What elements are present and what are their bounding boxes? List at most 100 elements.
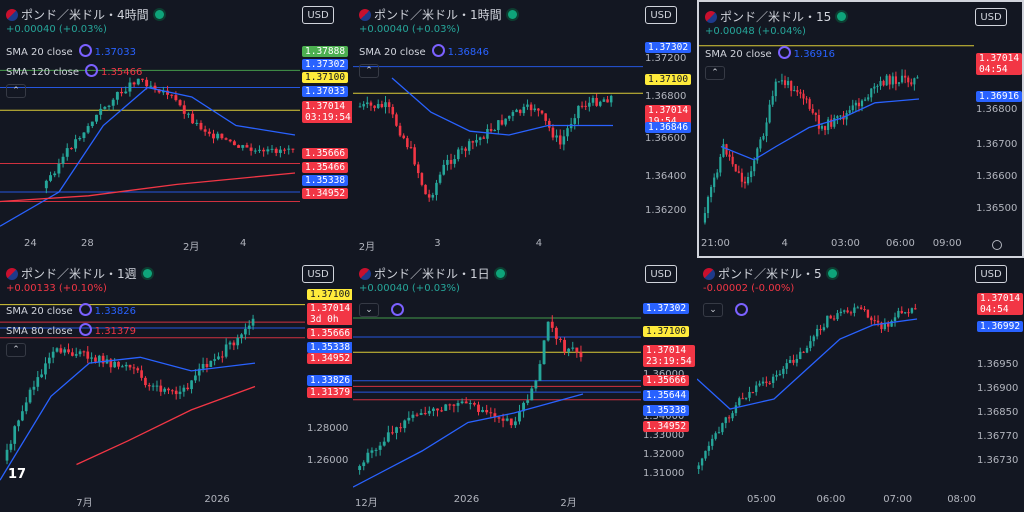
- candle: [893, 317, 897, 321]
- candle: [440, 410, 444, 412]
- candle: [790, 80, 793, 91]
- price-change: +0.00048 (+0.04%): [705, 26, 806, 37]
- currency-button[interactable]: USD: [302, 6, 334, 24]
- price-tag[interactable]: 1.35466: [302, 161, 349, 173]
- chart-canvas[interactable]: [353, 0, 695, 256]
- indicator-settings-icon[interactable]: [85, 64, 99, 77]
- chart-canvas[interactable]: [0, 259, 352, 512]
- candle: [530, 388, 534, 401]
- symbol-title[interactable]: ポンド／米ドル・1時間: [359, 6, 517, 23]
- price-tag[interactable]: 1.37302: [643, 302, 690, 314]
- price-tag[interactable]: 1.37014 23:19:54: [643, 344, 695, 367]
- price-tag[interactable]: 1.37014 04:54: [976, 53, 1022, 76]
- indicator-settings-icon[interactable]: [78, 323, 92, 336]
- indicator-settings-icon[interactable]: [78, 44, 92, 57]
- expand-legend-button[interactable]: ⌄: [359, 303, 379, 317]
- currency-button[interactable]: USD: [302, 265, 334, 283]
- chart-pane-1h[interactable]: ポンド／米ドル・1時間 +0.00040 (+0.03%) SMA 20 clo…: [353, 0, 695, 256]
- price-tag[interactable]: 1.34952: [302, 188, 349, 200]
- candle: [270, 148, 274, 150]
- collapse-legend-button[interactable]: ⌃: [705, 66, 725, 80]
- collapse-legend-button[interactable]: ⌃: [6, 84, 26, 98]
- price-tag[interactable]: 1.36846: [645, 121, 692, 133]
- price-tag[interactable]: 1.37888: [302, 45, 349, 57]
- candle: [799, 351, 802, 359]
- candle: [448, 404, 452, 406]
- candle: [910, 82, 913, 85]
- tradingview-logo[interactable]: 17: [8, 467, 27, 482]
- price-change: +0.00133 (+0.10%): [6, 283, 107, 294]
- price-tag[interactable]: 1.31379: [307, 386, 352, 398]
- price-tag[interactable]: 1.35644: [643, 390, 690, 402]
- price-tag[interactable]: 1.37302: [302, 59, 349, 70]
- market-open-icon: [154, 10, 164, 19]
- indicator-settings-icon[interactable]: [729, 303, 751, 317]
- price-tag[interactable]: 1.35666: [643, 375, 690, 386]
- price-tag[interactable]: 1.35666: [307, 328, 352, 339]
- price-tag[interactable]: 1.37100: [645, 74, 692, 86]
- price-tag[interactable]: 1.37014 03:19:54: [302, 100, 352, 123]
- indicator-settings-icon[interactable]: [385, 303, 407, 317]
- price-tag[interactable]: 1.34952: [307, 353, 352, 365]
- candle: [472, 403, 476, 405]
- symbol-title[interactable]: ポンド／米ドル・1日: [359, 265, 505, 282]
- symbol-title[interactable]: ポンド／米ドル・4時間: [6, 6, 164, 23]
- price-tag[interactable]: 1.37014 19:54: [645, 104, 692, 127]
- price-tag[interactable]: 1.36992: [977, 321, 1024, 332]
- sma-line: [353, 393, 584, 488]
- symbol-title[interactable]: ポンド／米ドル・15: [705, 8, 847, 25]
- chart-canvas[interactable]: [699, 2, 1024, 258]
- chart-canvas[interactable]: [697, 259, 1024, 512]
- candle: [74, 354, 78, 356]
- chart-pane-4h[interactable]: ポンド／米ドル・4時間 +0.00040 (+0.03%) SMA 20 clo…: [0, 0, 352, 256]
- chart-pane-1d[interactable]: ポンド／米ドル・1日 +0.00040 (+0.03%) ⌄ USD 1.360…: [353, 259, 695, 512]
- chart-canvas[interactable]: [353, 259, 695, 512]
- currency-button[interactable]: USD: [975, 8, 1007, 26]
- price-tag[interactable]: 1.35666: [302, 148, 349, 160]
- candle: [53, 173, 57, 176]
- indicator-settings-icon[interactable]: [78, 303, 92, 316]
- chart-pane-1w[interactable]: ポンド／米ドル・1週 +0.00133 (+0.10%) SMA 20 clos…: [0, 259, 352, 512]
- collapse-legend-button[interactable]: ⌃: [359, 64, 379, 78]
- indicator-sma120[interactable]: SMA 120 close 1.35466: [6, 64, 142, 78]
- chart-settings-icon[interactable]: [992, 240, 1002, 250]
- candle: [799, 92, 802, 94]
- indicator-sma20[interactable]: SMA 20 close 1.36846: [359, 44, 489, 58]
- price-tag[interactable]: 1.37033: [302, 85, 349, 97]
- collapse-legend-button[interactable]: ⌃: [6, 343, 26, 357]
- price-tag[interactable]: 1.37014 3d 0h: [307, 302, 352, 325]
- price-tag[interactable]: 1.35338: [302, 174, 349, 186]
- candle: [511, 112, 515, 116]
- expand-legend-button[interactable]: ⌄: [703, 303, 723, 317]
- currency-button[interactable]: USD: [645, 6, 677, 24]
- price-tag[interactable]: 1.37302: [645, 41, 692, 53]
- candle: [734, 164, 737, 172]
- candle: [722, 144, 725, 157]
- price-tag[interactable]: 1.35338: [643, 405, 690, 417]
- candle: [870, 88, 873, 98]
- symbol-title[interactable]: ポンド／米ドル・1週: [6, 265, 152, 282]
- currency-button[interactable]: USD: [975, 265, 1007, 283]
- currency-button[interactable]: USD: [645, 265, 677, 283]
- candle: [588, 102, 591, 107]
- candle: [419, 413, 423, 415]
- price-tag[interactable]: 1.37100: [302, 72, 349, 84]
- candle: [416, 164, 420, 174]
- indicator-sma20[interactable]: SMA 20 close 1.36916: [705, 46, 835, 60]
- chart-pane-5m[interactable]: ポンド／米ドル・5 -0.00002 (-0.00%) ⌄ USD 1.3695…: [697, 259, 1024, 512]
- indicator-sma80[interactable]: SMA 80 close 1.31379: [6, 323, 136, 337]
- price-tag[interactable]: 1.37014 04:54: [977, 293, 1024, 315]
- indicator-settings-icon[interactable]: [777, 46, 791, 59]
- indicator-sma20[interactable]: SMA 20 close 1.37033: [6, 44, 136, 58]
- price-tag[interactable]: 1.33826: [307, 374, 352, 386]
- chart-canvas[interactable]: [0, 0, 352, 256]
- price-tag[interactable]: 1.35338: [307, 341, 352, 353]
- price-tag[interactable]: 1.34952: [643, 420, 690, 432]
- indicator-settings-icon[interactable]: [431, 44, 445, 57]
- indicator-sma20[interactable]: SMA 20 close 1.33826: [6, 303, 136, 317]
- symbol-title[interactable]: ポンド／米ドル・5: [703, 265, 837, 282]
- chart-pane-15m[interactable]: ポンド／米ドル・15 +0.00048 (+0.04%) SMA 20 clos…: [697, 0, 1024, 258]
- price-tag[interactable]: 1.37100: [307, 289, 352, 300]
- price-tag[interactable]: 1.37100: [643, 325, 690, 337]
- price-tag[interactable]: 1.36916: [976, 91, 1022, 103]
